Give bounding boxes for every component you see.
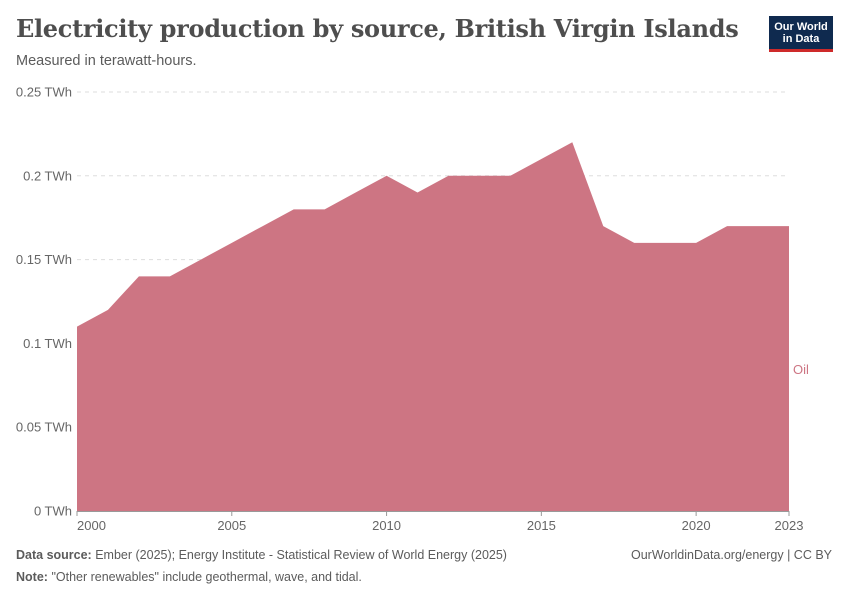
data-source: Data source: Ember (2025); Energy Instit… bbox=[16, 548, 507, 562]
data-source-label: Data source: bbox=[16, 548, 92, 562]
logo-line-1: Our World bbox=[774, 21, 828, 33]
x-tick-label: 2015 bbox=[527, 518, 556, 533]
x-tick-label: 2020 bbox=[682, 518, 711, 533]
x-tick-label: 2005 bbox=[217, 518, 246, 533]
chart-subtitle: Measured in terawatt-hours. bbox=[16, 53, 197, 69]
y-axis: 0 TWh 0.05 TWh 0.1 TWh 0.15 TWh 0.2 TWh 0.25 … bbox=[16, 85, 72, 519]
y-tick-label: 0.25 TWh bbox=[16, 85, 72, 100]
legend: Oil bbox=[793, 362, 809, 377]
x-axis: 2000 2005 2010 2015 2020 2023 bbox=[76, 511, 804, 533]
legend-label-oil[interactable]: Oil bbox=[793, 362, 809, 377]
data-source-text[interactable]: Ember (2025); Energy Institute - Statist… bbox=[95, 548, 507, 562]
chart-note: Note: "Other renewables" include geother… bbox=[16, 570, 362, 584]
y-tick-label: 0.2 TWh bbox=[23, 168, 72, 183]
owid-logo[interactable]: Our World in Data bbox=[769, 16, 833, 52]
source-url[interactable]: OurWorldinData.org/energy | CC BY bbox=[630, 548, 832, 562]
area-oil[interactable] bbox=[77, 142, 789, 511]
x-tick-label: 2010 bbox=[372, 518, 401, 533]
x-tick-label: 2023 bbox=[775, 518, 804, 533]
y-tick-label: 0.15 TWh bbox=[16, 252, 72, 267]
x-tick-label: 2000 bbox=[77, 518, 106, 533]
note-label: Note: bbox=[16, 570, 48, 584]
area-layer bbox=[77, 142, 789, 511]
y-tick-label: 0.05 TWh bbox=[16, 420, 72, 435]
y-tick-label: 0.1 TWh bbox=[23, 336, 72, 351]
note-text: "Other renewables" include geothermal, w… bbox=[51, 570, 362, 584]
logo-line-2: in Data bbox=[782, 33, 820, 45]
chart-title: Electricity production by source, Britis… bbox=[16, 14, 739, 43]
area-chart: 0 TWh 0.05 TWh 0.1 TWh 0.15 TWh 0.2 TWh 0.25 … bbox=[16, 85, 809, 534]
y-tick-label: 0 TWh bbox=[34, 504, 72, 519]
